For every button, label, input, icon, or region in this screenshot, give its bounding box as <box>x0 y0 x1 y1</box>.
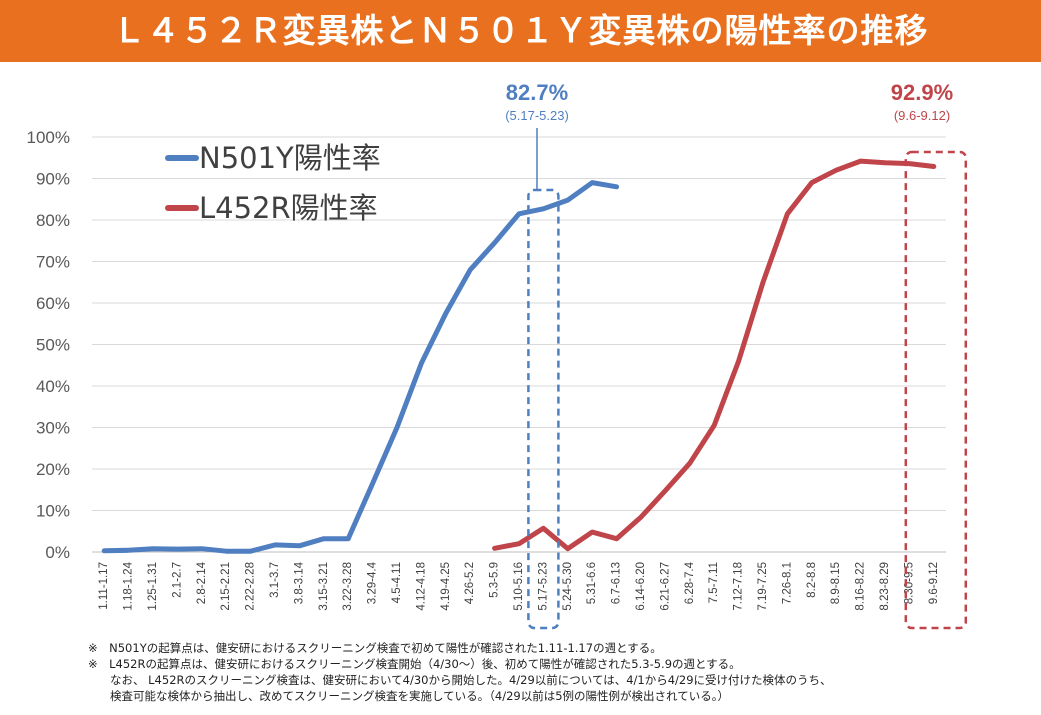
callout-value-n501y: 82.7% <box>506 80 568 105</box>
y-tick-label: 100% <box>27 128 70 147</box>
x-tick-label: 2.15-2.21 <box>220 562 232 611</box>
highlight-box-l452r <box>904 150 968 630</box>
x-tick-label: 2.8-2.14 <box>196 561 208 604</box>
y-axis-ticks: 0% 10% 20% 30% 40% 50% 60% 70% 80% 90% 100% <box>27 128 70 562</box>
x-tick-label: 7.12-7.18 <box>733 562 745 611</box>
x-tick-label: 6.7-6.13 <box>611 562 623 604</box>
x-tick-label: 7.5-7.11 <box>708 562 720 603</box>
y-tick-label: 10% <box>36 502 70 521</box>
series-line-l452r <box>492 158 937 552</box>
x-tick-label: 6.14-6.20 <box>635 562 647 611</box>
note-l452r: ※ L452Rの起算点は、健安研におけるスクリーニング検査開始（4/30〜）後、… <box>88 657 741 671</box>
legend-label-n501y: N501Y陽性率 <box>199 141 381 175</box>
x-tick-label: 5.24-5.30 <box>562 562 574 611</box>
x-tick-label: 8.9-8.15 <box>830 562 842 604</box>
x-tick-label: 8.2-8.8 <box>806 562 818 598</box>
x-tick-label: 1.25-1.31 <box>147 562 159 611</box>
note-n501y: ※ N501Yの起算点は、健安研におけるスクリーニング検査で初めて陽性が確認され… <box>88 641 662 655</box>
x-axis-ticks: 1.11-1.17 1.18-1.24 1.25-1.31 2.1-2.7 2.8-2.… <box>98 561 940 610</box>
x-tick-label: 3.29-4.4 <box>367 561 379 604</box>
x-tick-label: 5.3-5.9 <box>489 562 501 598</box>
y-tick-label: 50% <box>36 336 70 355</box>
x-tick-label: 9.6-9.12 <box>928 562 940 604</box>
x-tick-label: 7.26-8.1 <box>781 562 793 604</box>
x-tick-label: 5.17-5.23 <box>537 562 549 611</box>
note-l452r-detail-2: 検査可能な検体から抽出し、改めてスクリーニング検査を実施している。（4/29以前… <box>110 689 729 703</box>
series-lines <box>101 158 937 554</box>
x-tick-label: 1.11-1.17 <box>98 562 110 610</box>
x-tick-label: 8.16-8.22 <box>855 562 867 611</box>
x-tick-label: 8.23-8.29 <box>879 562 891 611</box>
x-tick-label: 5.10-5.16 <box>513 562 525 611</box>
page-title: Ｌ４５２Ｒ変異株とＮ５０１Ｙ変異株の陽性率の推移 <box>0 0 1041 62</box>
note-l452r-detail-1: なお、 L452Rのスクリーニング検査は、健安研において4/30から開始した。4… <box>110 673 832 687</box>
gridlines <box>92 136 946 553</box>
y-tick-label: 30% <box>36 419 70 438</box>
x-tick-label: 3.8-3.14 <box>293 561 305 604</box>
x-tick-label: 4.12-4.18 <box>415 562 427 611</box>
x-tick-label: 1.18-1.24 <box>123 561 135 610</box>
annotations: 82.7% (5.17-5.23) 92.9% (9.6-9.12) <box>505 80 968 630</box>
x-tick-label: 4.26-5.2 <box>464 562 476 604</box>
x-tick-label: 2.22-2.28 <box>245 562 257 611</box>
y-tick-label: 40% <box>36 377 70 396</box>
x-tick-label: 7.19-7.25 <box>757 562 769 611</box>
x-tick-label: 4.19-4.25 <box>440 562 452 611</box>
x-tick-label: 4.5-4.11 <box>391 562 403 603</box>
x-tick-label: 3.1-3.7 <box>269 562 281 598</box>
y-tick-label: 90% <box>36 170 70 189</box>
x-tick-label: 3.15-3.21 <box>318 562 330 611</box>
callout-period-l452r: (9.6-9.12) <box>894 108 950 123</box>
y-tick-label: 60% <box>36 294 70 313</box>
y-tick-label: 80% <box>36 211 70 230</box>
callout-period-n501y: (5.17-5.23) <box>505 108 569 123</box>
callout-value-l452r: 92.9% <box>891 80 953 105</box>
legend: N501Y陽性率 L452R陽性率 <box>165 141 381 225</box>
highlight-box-n501y <box>527 188 560 630</box>
x-tick-label: 6.21-6.27 <box>659 562 671 611</box>
x-tick-label: 6.28-7.4 <box>684 561 696 604</box>
legend-label-l452r: L452R陽性率 <box>199 191 378 225</box>
x-tick-label: 2.1-2.7 <box>171 562 183 598</box>
series-line-n501y <box>101 180 620 554</box>
positivity-line-chart: 0% 10% 20% 30% 40% 50% 60% 70% 80% 90% 100% 1.11-1… <box>27 80 968 630</box>
footnotes: ※ N501Yの起算点は、健安研におけるスクリーニング検査で初めて陽性が確認され… <box>88 640 1033 704</box>
y-tick-label: 20% <box>36 460 70 479</box>
y-tick-label: 0% <box>45 543 70 562</box>
y-tick-label: 70% <box>36 253 70 272</box>
x-tick-label: 5.31-6.6 <box>586 562 598 604</box>
x-tick-label: 3.22-3.28 <box>342 562 354 611</box>
